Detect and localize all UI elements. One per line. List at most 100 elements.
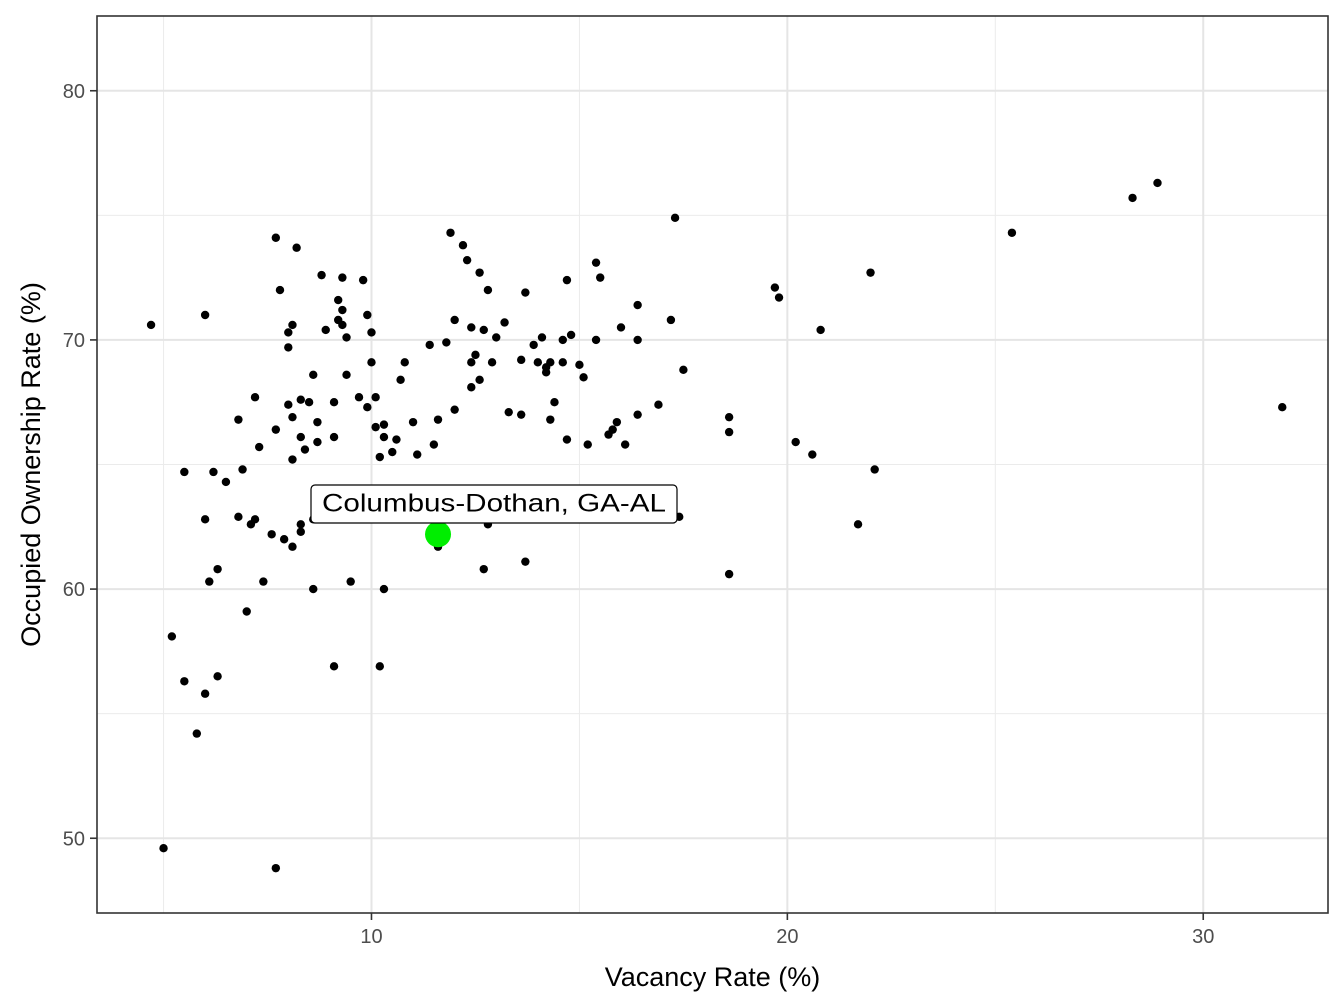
data-point xyxy=(479,325,488,335)
data-point xyxy=(338,273,347,282)
data-point xyxy=(1153,178,1162,188)
data-point xyxy=(288,542,297,551)
data-point xyxy=(209,467,218,477)
data-point xyxy=(338,305,347,315)
major-gridlines xyxy=(97,16,1328,913)
data-point xyxy=(346,577,355,586)
data-point xyxy=(284,400,293,409)
data-point xyxy=(479,564,488,574)
x-tick-label: 20 xyxy=(776,926,798,948)
data-point xyxy=(259,577,268,586)
data-point xyxy=(363,310,372,320)
data-point xyxy=(1278,402,1287,412)
data-point xyxy=(221,477,231,487)
data-point xyxy=(591,258,601,267)
data-point xyxy=(288,320,297,330)
data-point xyxy=(467,383,476,392)
annotation-label: Columbus-Dothan, GA-AL xyxy=(322,490,666,518)
y-axis-title: Occupied Ownership Rate (%) xyxy=(16,282,46,647)
data-point xyxy=(250,515,260,524)
data-point xyxy=(562,435,572,444)
data-point xyxy=(180,467,189,477)
data-point xyxy=(379,432,389,442)
data-point xyxy=(516,355,526,365)
data-point xyxy=(342,370,351,379)
data-point xyxy=(666,315,676,325)
data-point xyxy=(467,323,476,332)
data-point xyxy=(379,584,389,594)
data-point xyxy=(396,375,405,384)
data-point xyxy=(521,557,530,566)
data-point xyxy=(296,520,305,529)
data-point xyxy=(375,662,384,671)
data-point xyxy=(462,255,472,265)
data-point xyxy=(483,285,493,295)
data-point xyxy=(458,241,468,250)
data-point xyxy=(558,358,567,367)
data-point xyxy=(770,283,780,292)
data-point xyxy=(575,360,584,370)
data-point xyxy=(392,435,401,444)
data-point xyxy=(200,515,210,524)
highlight-annotation: Columbus-Dothan, GA-AL xyxy=(310,484,678,524)
data-point xyxy=(475,268,484,277)
data-point xyxy=(367,328,376,337)
data-point xyxy=(866,268,875,277)
data-point xyxy=(271,425,281,434)
data-point xyxy=(296,395,305,404)
data-point xyxy=(608,425,617,434)
data-point xyxy=(338,320,347,330)
data-point xyxy=(329,432,339,442)
data-point xyxy=(309,370,318,379)
panel-border xyxy=(96,15,1329,914)
data-point xyxy=(296,432,305,442)
data-point xyxy=(267,530,276,539)
data-point xyxy=(371,422,380,432)
data-point xyxy=(853,520,863,529)
data-point xyxy=(774,293,784,302)
y-tick-label: 80 xyxy=(63,81,85,103)
data-point xyxy=(313,437,322,447)
data-point xyxy=(566,330,576,340)
data-point xyxy=(550,398,559,407)
data-point xyxy=(279,535,289,544)
data-point xyxy=(579,373,588,382)
x-tick-labels: 10 20 30 xyxy=(360,926,1214,948)
data-point xyxy=(213,672,222,681)
data-point xyxy=(296,527,305,536)
data-point xyxy=(250,393,260,402)
data-point xyxy=(654,400,663,409)
data-point xyxy=(354,393,364,402)
axis-ticks xyxy=(90,89,1205,920)
data-point xyxy=(612,417,622,427)
data-point xyxy=(433,415,443,424)
data-point xyxy=(429,440,439,449)
data-point xyxy=(791,437,800,447)
data-point xyxy=(400,358,409,367)
data-point xyxy=(504,407,513,417)
data-point xyxy=(408,417,418,427)
data-point xyxy=(546,415,555,424)
data-point xyxy=(321,325,330,335)
data-point xyxy=(425,340,434,350)
data-point xyxy=(363,402,372,412)
data-point xyxy=(309,584,318,594)
data-point xyxy=(304,398,314,407)
data-point xyxy=(288,455,297,464)
data-point xyxy=(724,569,734,579)
data-point xyxy=(288,412,297,422)
data-point xyxy=(541,368,551,377)
y-tick-label: 70 xyxy=(63,330,85,352)
data-point xyxy=(329,662,339,671)
data-point xyxy=(317,270,326,280)
data-point xyxy=(546,358,555,367)
data-point xyxy=(467,358,476,367)
data-point xyxy=(205,577,214,586)
data-point xyxy=(724,427,734,437)
x-axis-title: Vacancy Rate (%) xyxy=(605,962,821,992)
data-point xyxy=(633,335,642,345)
data-point xyxy=(591,335,601,345)
data-point xyxy=(167,632,177,641)
data-point xyxy=(516,410,526,419)
data-point xyxy=(471,350,480,360)
